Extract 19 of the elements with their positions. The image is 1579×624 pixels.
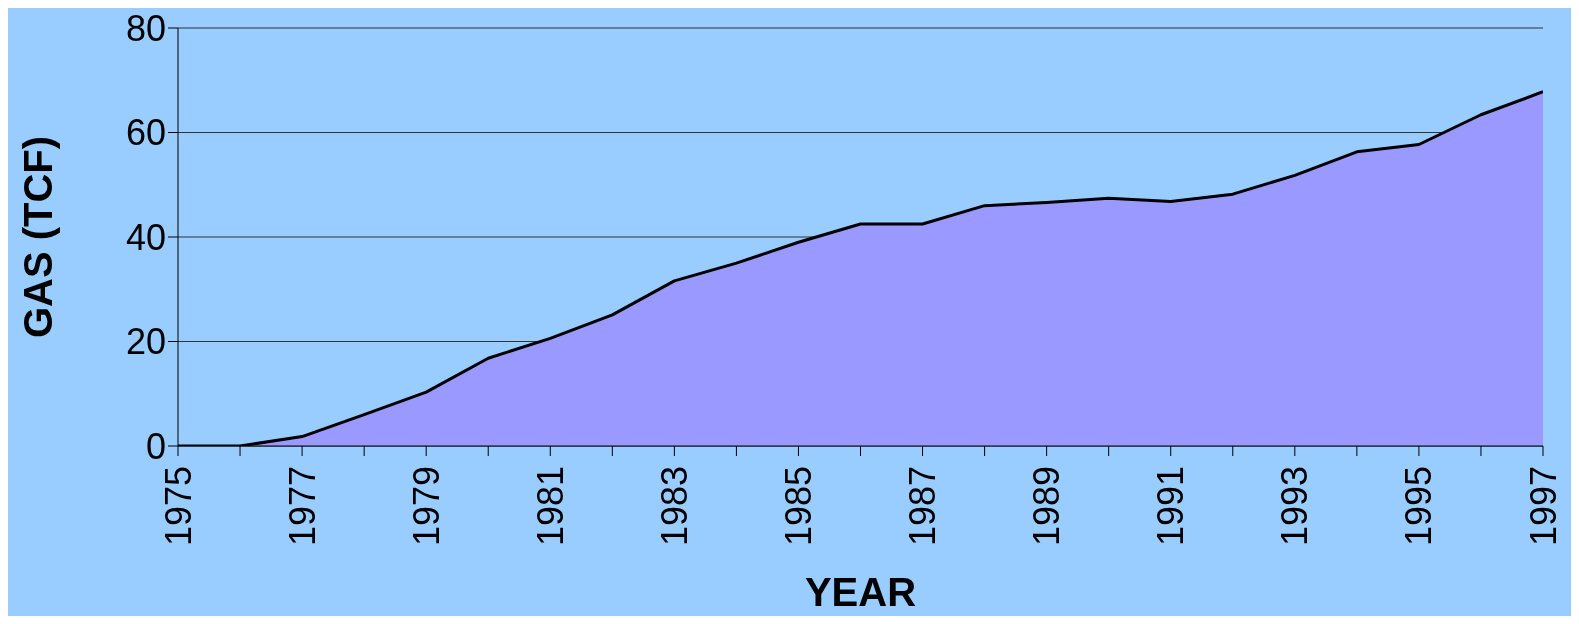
x-tick-label: 1991 [1150,466,1192,547]
x-tick-label: 1975 [157,466,199,547]
x-axis-title: YEAR [804,570,917,614]
y-tick-label: 0 [145,425,166,467]
y-axis-title: GAS (TCF) [16,135,61,339]
y-tick-label: 60 [125,112,166,154]
x-tick-label: 1977 [281,466,323,547]
x-tick-label: 1987 [902,466,944,547]
y-tick-label: 80 [125,7,166,49]
x-tick-label: 1995 [1398,466,1440,547]
x-tick-label: 1993 [1274,466,1316,547]
x-tick-label: 1989 [1026,466,1068,547]
x-tick-label: 1979 [405,466,447,547]
x-tick-label: 1983 [653,466,695,547]
x-tick-label: 1997 [1522,466,1564,547]
y-tick-label: 20 [125,321,166,363]
x-tick-label: 1985 [777,466,819,547]
x-tick-label: 1981 [529,466,571,547]
y-tick-label: 40 [125,216,166,258]
